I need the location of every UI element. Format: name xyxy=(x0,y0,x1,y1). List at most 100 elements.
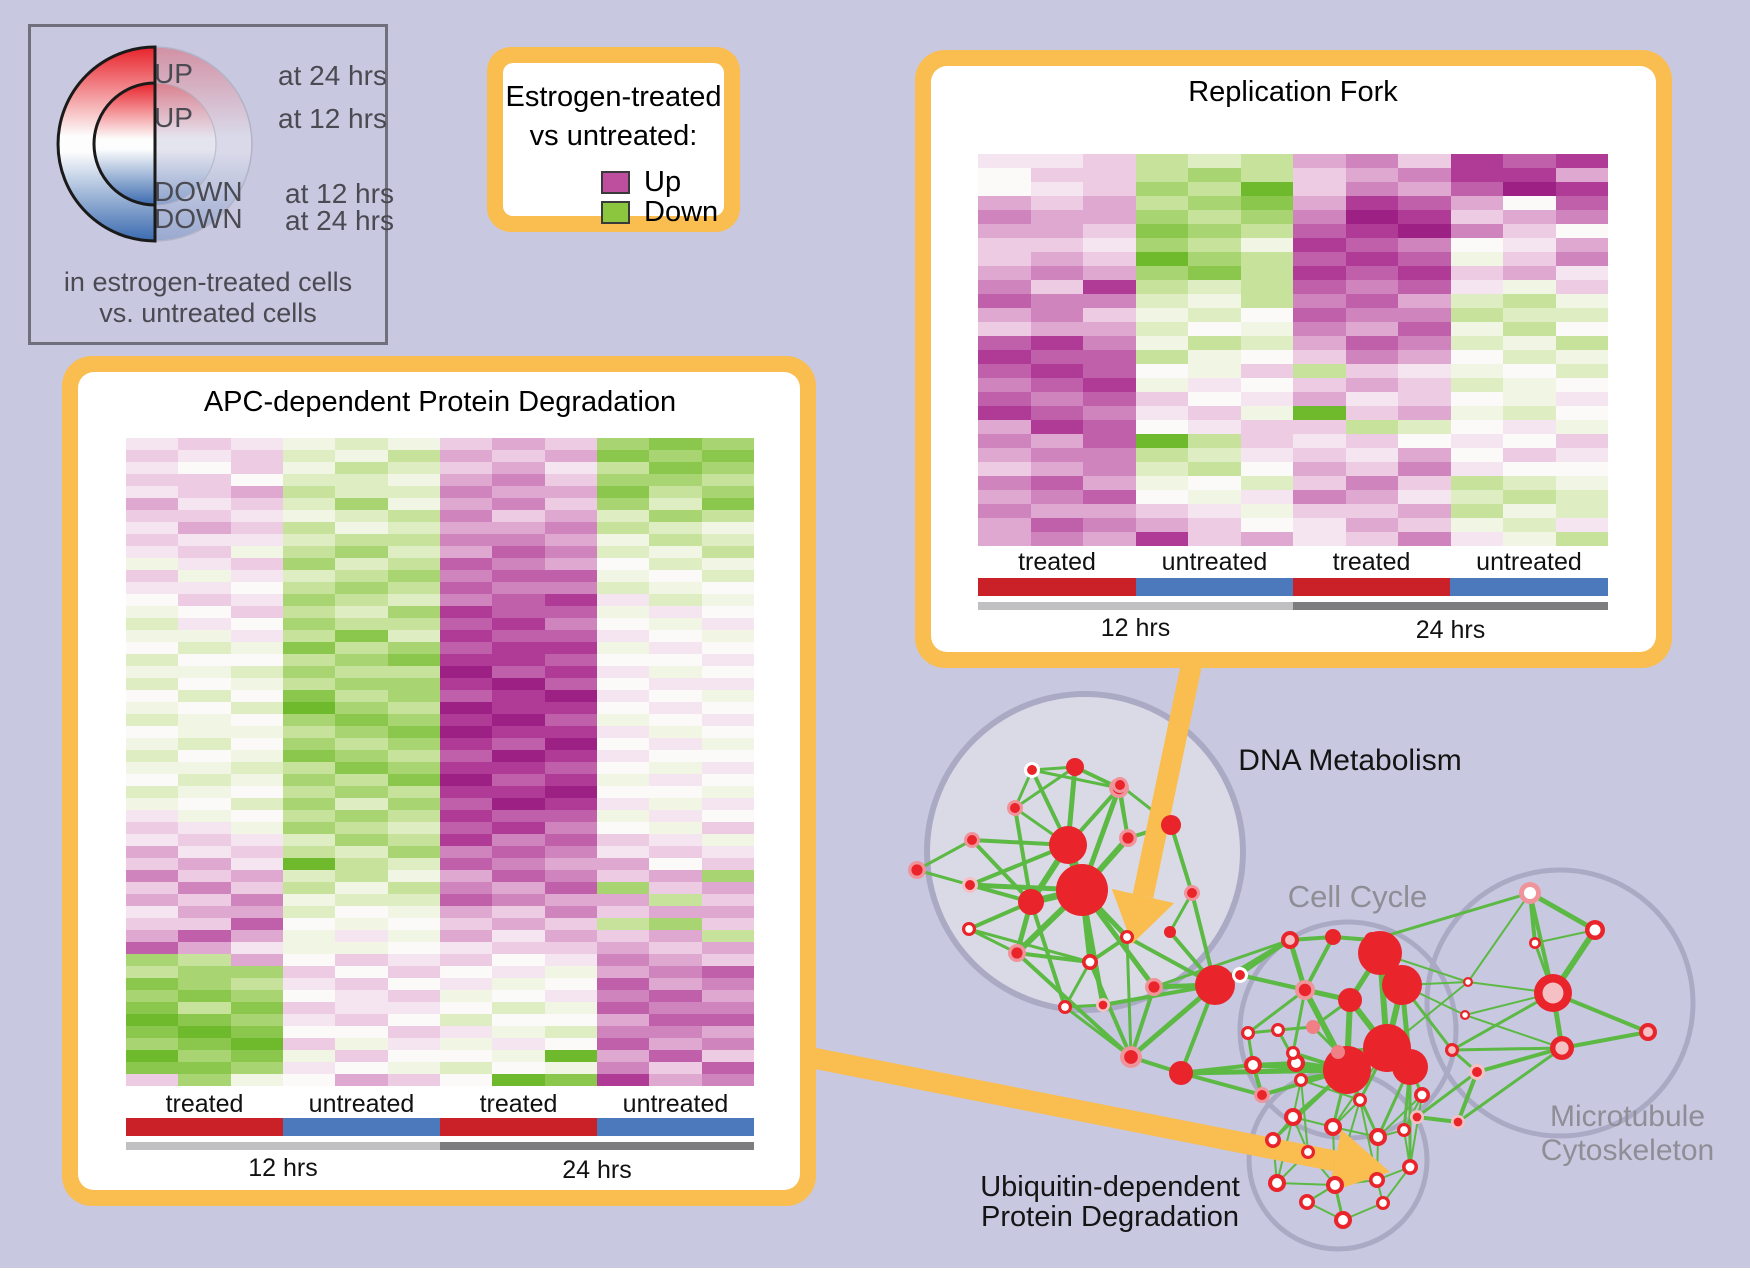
heatmap-row xyxy=(978,252,1608,266)
network-edge xyxy=(915,838,974,872)
network-edge xyxy=(1475,1046,1564,1074)
estrogen-legend-inner: Estrogen-treated vs untreated: Up Down xyxy=(503,63,724,228)
heatmap-row xyxy=(126,798,754,810)
network-node-core xyxy=(1465,979,1471,985)
network-node xyxy=(1392,1049,1428,1085)
updown-time-label: at 12 hrs xyxy=(278,103,387,134)
heatmap-row xyxy=(978,504,1608,518)
ubiquitin-label: Ubiquitin-dependent Protein Degradation xyxy=(955,1172,1265,1232)
network-node-core xyxy=(1272,1178,1282,1188)
heatmap-row xyxy=(978,308,1608,322)
heatmap-row xyxy=(126,438,754,450)
network-node-core xyxy=(1400,1126,1408,1134)
heatmap-row xyxy=(126,450,754,462)
heatmap-row xyxy=(978,154,1608,168)
network-edge xyxy=(1560,1030,1650,1050)
updown-legend: UP at 24 hrs UP at 12 hrs DOWN at 12 hrs… xyxy=(28,24,394,345)
heatmap-row xyxy=(978,350,1608,364)
heatmap-row xyxy=(978,224,1608,238)
network-node-core xyxy=(967,835,977,845)
heatmap-row xyxy=(126,858,754,870)
network-node-core xyxy=(1472,1067,1482,1077)
heatmap-row xyxy=(126,570,754,582)
network-edge xyxy=(1409,1094,1423,1168)
legend-note-line1: in estrogen-treated cells xyxy=(63,267,353,297)
legend-note-line2: vs. untreated cells xyxy=(99,298,317,328)
replication-panel-title: Replication Fork xyxy=(1188,76,1398,108)
network-edge xyxy=(1088,960,1133,1059)
flow-arrow-shaft xyxy=(1132,659,1203,899)
network-node-core xyxy=(1338,1215,1348,1225)
ubiquitin-label-line2: Protein Degradation xyxy=(981,1201,1239,1233)
network-node xyxy=(1049,826,1087,864)
hrs12-bar xyxy=(126,1142,440,1150)
network-node xyxy=(1358,931,1402,975)
heatmap-row xyxy=(126,942,754,954)
heatmap-row xyxy=(126,726,754,738)
heatmap-row xyxy=(126,1014,754,1026)
network-node-core xyxy=(1123,933,1131,941)
heatmap-row xyxy=(126,762,754,774)
heatmap-row xyxy=(978,406,1608,420)
network-edge xyxy=(1370,891,1532,942)
heatmap-row xyxy=(126,666,754,678)
network-edge xyxy=(1450,991,1555,1052)
heatmap-row xyxy=(126,618,754,630)
heatmap-row xyxy=(126,954,754,966)
inner-circle-solid-half xyxy=(92,81,157,207)
network-edge xyxy=(1450,1046,1564,1052)
network-node-core xyxy=(1257,1090,1267,1100)
heatmap-row xyxy=(126,594,754,606)
heatmap-row xyxy=(978,336,1608,350)
network-node-core xyxy=(1098,1000,1108,1010)
heatmap-row xyxy=(126,546,754,558)
network-node-core xyxy=(1589,924,1601,936)
heatmap-row xyxy=(978,518,1608,532)
heatmap-row xyxy=(126,870,754,882)
network-edge xyxy=(1013,806,1033,904)
treated-bar xyxy=(440,1118,597,1136)
heatmap-row xyxy=(126,510,754,522)
hrs12-bar xyxy=(978,602,1293,610)
network-node-core xyxy=(1248,1060,1258,1070)
updown-time-label: at 24 hrs xyxy=(285,205,394,236)
heatmap-row xyxy=(126,474,754,486)
heatmap-row xyxy=(126,906,754,918)
network-edge xyxy=(1534,929,1596,944)
network-edge xyxy=(1276,1182,1336,1186)
heatmap-row xyxy=(126,966,754,978)
heatmap-row xyxy=(126,834,754,846)
network-node xyxy=(1331,1045,1345,1059)
network-edge xyxy=(916,869,971,886)
network-node xyxy=(1338,988,1362,1012)
network-node-core xyxy=(1235,970,1245,980)
network-node xyxy=(1195,965,1235,1005)
inner-circle-faded-half xyxy=(154,82,217,206)
network-node-core xyxy=(1268,1135,1278,1145)
updown-dir-label: UP xyxy=(154,102,193,133)
network-node-core xyxy=(1531,939,1539,947)
heatmap-row xyxy=(978,378,1608,392)
network-edge xyxy=(1456,1046,1564,1124)
updown-time-label: at 24 hrs xyxy=(278,60,387,91)
rep-group-label: untreated xyxy=(1161,548,1268,576)
updown-circles xyxy=(56,45,253,243)
network-node-core xyxy=(1356,1096,1364,1104)
heatmap-row xyxy=(126,1002,754,1014)
heatmap-row xyxy=(978,392,1608,406)
replication-fork-panel: Replication Fork treated untreated treat… xyxy=(915,50,1672,668)
up-color-swatch xyxy=(601,171,630,194)
network-node-core xyxy=(1124,1050,1138,1064)
heatmap-row xyxy=(126,582,754,594)
network-node-core xyxy=(1405,1162,1415,1172)
network-edge xyxy=(1377,1094,1423,1138)
network-node-core xyxy=(1011,947,1023,959)
network-edge xyxy=(1169,823,1194,895)
network-edge xyxy=(1467,892,1531,983)
heatmap-row xyxy=(978,462,1608,476)
heatmap-row xyxy=(978,434,1608,448)
network-node-core xyxy=(1285,935,1295,945)
heatmap-row xyxy=(126,498,754,510)
network-node-core xyxy=(1448,1046,1456,1054)
